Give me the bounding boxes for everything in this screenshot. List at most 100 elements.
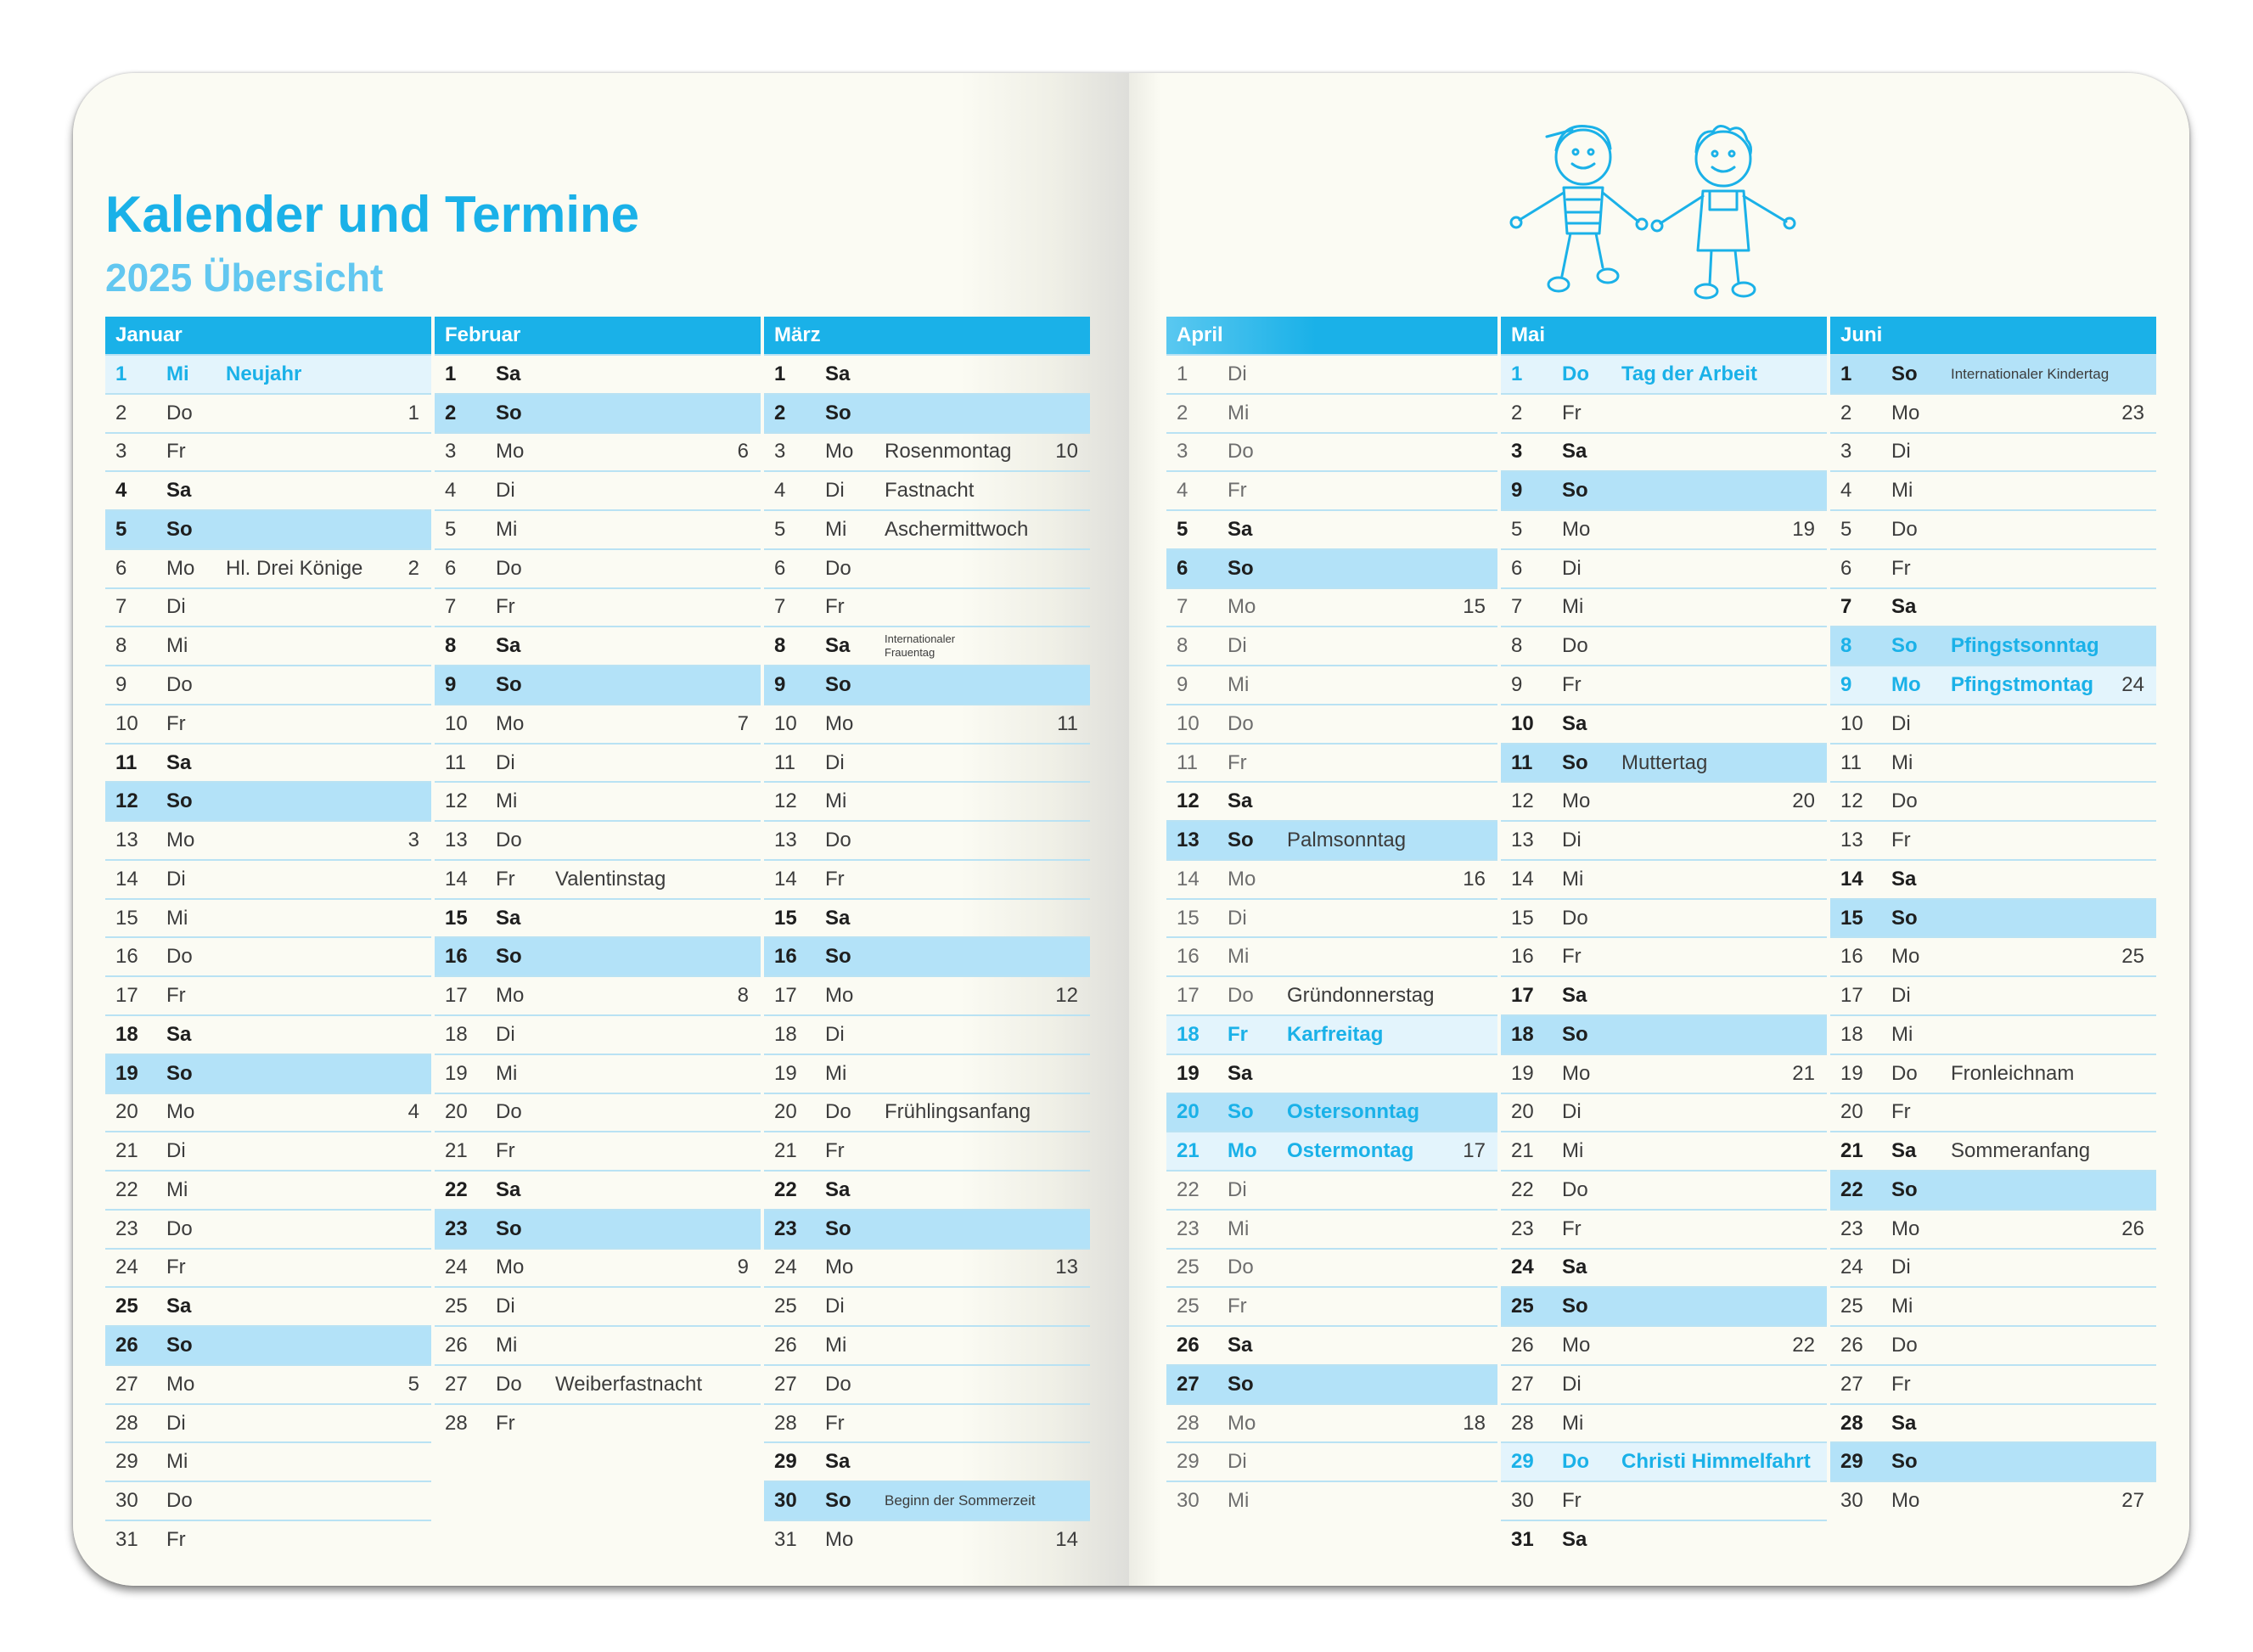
weekday: Mo bbox=[496, 711, 525, 735]
day-number: 23 bbox=[1177, 1217, 1200, 1240]
day-number: 7 bbox=[1177, 595, 1188, 619]
weekday: Fr bbox=[1228, 1022, 1248, 1046]
weekday: Mi bbox=[166, 1450, 188, 1474]
day-number: 10 bbox=[1840, 711, 1863, 735]
day-number: 12 bbox=[445, 789, 468, 813]
weekday: Mo bbox=[1891, 673, 1921, 696]
day-row: 13 Do bbox=[435, 820, 761, 859]
day-number: 27 bbox=[445, 1372, 468, 1396]
day-row: 17 Di bbox=[1830, 975, 2156, 1014]
day-row: 15 Do bbox=[1501, 897, 1827, 937]
day-row: 6 Do bbox=[764, 548, 1090, 587]
weekday: Di bbox=[166, 1139, 186, 1163]
weekday: Do bbox=[825, 1372, 851, 1396]
day-row: 3 Mo 6 bbox=[435, 431, 761, 471]
holiday-label: Hl. Drei Könige bbox=[226, 556, 363, 580]
day-number: 27 bbox=[1840, 1372, 1863, 1396]
day-row: 8 Sa bbox=[435, 626, 761, 665]
day-number: 25 bbox=[1177, 1256, 1200, 1279]
day-number: 13 bbox=[445, 829, 468, 852]
day-row: 15 So bbox=[1830, 897, 2156, 937]
day-row: 1 Do Tag der Arbeit bbox=[1501, 354, 1827, 393]
day-number: 24 bbox=[1511, 1256, 1534, 1279]
weekday: Mi bbox=[1562, 1411, 1584, 1435]
day-row: 16 Mi bbox=[1166, 936, 1497, 975]
day-row: 30 Fr bbox=[1501, 1481, 1827, 1520]
weekday: Di bbox=[1228, 906, 1247, 930]
weekday: So bbox=[1228, 1372, 1254, 1396]
weekday: Mi bbox=[1228, 1489, 1250, 1513]
day-number: 26 bbox=[1840, 1334, 1863, 1357]
day-row: 30 Mi bbox=[1166, 1481, 1497, 1520]
day-row: 18 Di bbox=[435, 1014, 761, 1054]
day-row: 20 Di bbox=[1501, 1092, 1827, 1132]
day-row: 26 Sa bbox=[1166, 1325, 1497, 1364]
weekday: So bbox=[166, 1334, 193, 1357]
day-number: 10 bbox=[115, 711, 138, 735]
weekday: Sa bbox=[825, 906, 851, 930]
day-row: 1 Di bbox=[1166, 354, 1497, 393]
month-januar: Januar 1 Mi Neujahr 2 Do 1 3 Fr 4 Sa 5 So 6 Mo Hl. Drei… bbox=[105, 317, 431, 1559]
day-number: 17 bbox=[1511, 984, 1534, 1008]
weekday: Sa bbox=[1891, 1411, 1917, 1435]
weekday: Mi bbox=[496, 789, 518, 813]
day-number: 24 bbox=[774, 1256, 797, 1279]
weekday: Di bbox=[496, 750, 515, 774]
day-number: 11 bbox=[774, 750, 795, 774]
weekday: Mi bbox=[1562, 867, 1584, 891]
weekday: Di bbox=[825, 1295, 845, 1318]
weekday: Fr bbox=[1891, 829, 1911, 852]
day-row: 20 Fr bbox=[1830, 1092, 2156, 1132]
weekday: Fr bbox=[1228, 1295, 1247, 1318]
weekday: Fr bbox=[825, 1139, 845, 1163]
weekday: Mo bbox=[496, 440, 525, 464]
weekday: Do bbox=[496, 1100, 522, 1124]
day-number: 15 bbox=[1840, 906, 1863, 930]
day-row: 5 Sa bbox=[1166, 509, 1497, 548]
day-row: 19 So bbox=[105, 1053, 431, 1093]
day-number: 7 bbox=[445, 595, 457, 619]
week-number: 8 bbox=[737, 984, 749, 1008]
day-number: 13 bbox=[1177, 829, 1200, 852]
weekday: Mo bbox=[825, 711, 854, 735]
day-row: 31 Fr bbox=[105, 1519, 431, 1559]
weekday: Do bbox=[1562, 362, 1589, 385]
day-number: 29 bbox=[1840, 1450, 1863, 1474]
weekday: Fr bbox=[1562, 945, 1582, 969]
week-number: 10 bbox=[1055, 440, 1078, 464]
weekday: So bbox=[1562, 1295, 1588, 1318]
weekday: Mo bbox=[1228, 1411, 1256, 1435]
day-number: 24 bbox=[115, 1256, 138, 1279]
day-row: 16 Do bbox=[105, 936, 431, 975]
day-row: 21 Di bbox=[105, 1131, 431, 1170]
weekday: Fr bbox=[496, 595, 515, 619]
day-number: 1 bbox=[1511, 362, 1523, 385]
weekday: Sa bbox=[825, 634, 851, 658]
holiday-label: Gründonnerstag bbox=[1287, 984, 1435, 1008]
day-row: 7 Mi bbox=[1501, 587, 1827, 627]
day-number: 4 bbox=[1177, 479, 1188, 503]
day-row: 22 Sa bbox=[435, 1170, 761, 1209]
day-row: 11 Sa bbox=[105, 742, 431, 782]
day-row: 14 Mo 16 bbox=[1166, 858, 1497, 898]
day-row: 24 Mo 13 bbox=[764, 1247, 1090, 1287]
weekday: Sa bbox=[496, 906, 521, 930]
day-number: 2 bbox=[1840, 401, 1852, 424]
day-number: 2 bbox=[774, 401, 786, 424]
day-number: 8 bbox=[1177, 634, 1188, 658]
day-row: 22 Do bbox=[1501, 1170, 1827, 1209]
day-number: 31 bbox=[1511, 1527, 1534, 1551]
day-row: 30 Mo 27 bbox=[1830, 1481, 2156, 1520]
holiday-label: Ostermontag bbox=[1287, 1139, 1414, 1163]
month-mai: Mai 1 Do Tag der Arbeit 2 Fr 3 Sa 9 So 5 Mo 19 6 Di 7 Mi… bbox=[1501, 317, 1827, 1559]
weekday: Do bbox=[825, 556, 851, 580]
weekday: Mi bbox=[1228, 945, 1250, 969]
day-row: 14 Sa bbox=[1830, 858, 2156, 898]
weekday: Mo bbox=[1891, 945, 1920, 969]
day-row: 18 Fr Karfreitag bbox=[1166, 1014, 1497, 1054]
day-row: 18 Di bbox=[764, 1014, 1090, 1054]
weekday: Do bbox=[496, 556, 522, 580]
day-number: 12 bbox=[774, 789, 797, 813]
day-number: 6 bbox=[1511, 556, 1523, 580]
weekday: Di bbox=[1228, 1450, 1247, 1474]
